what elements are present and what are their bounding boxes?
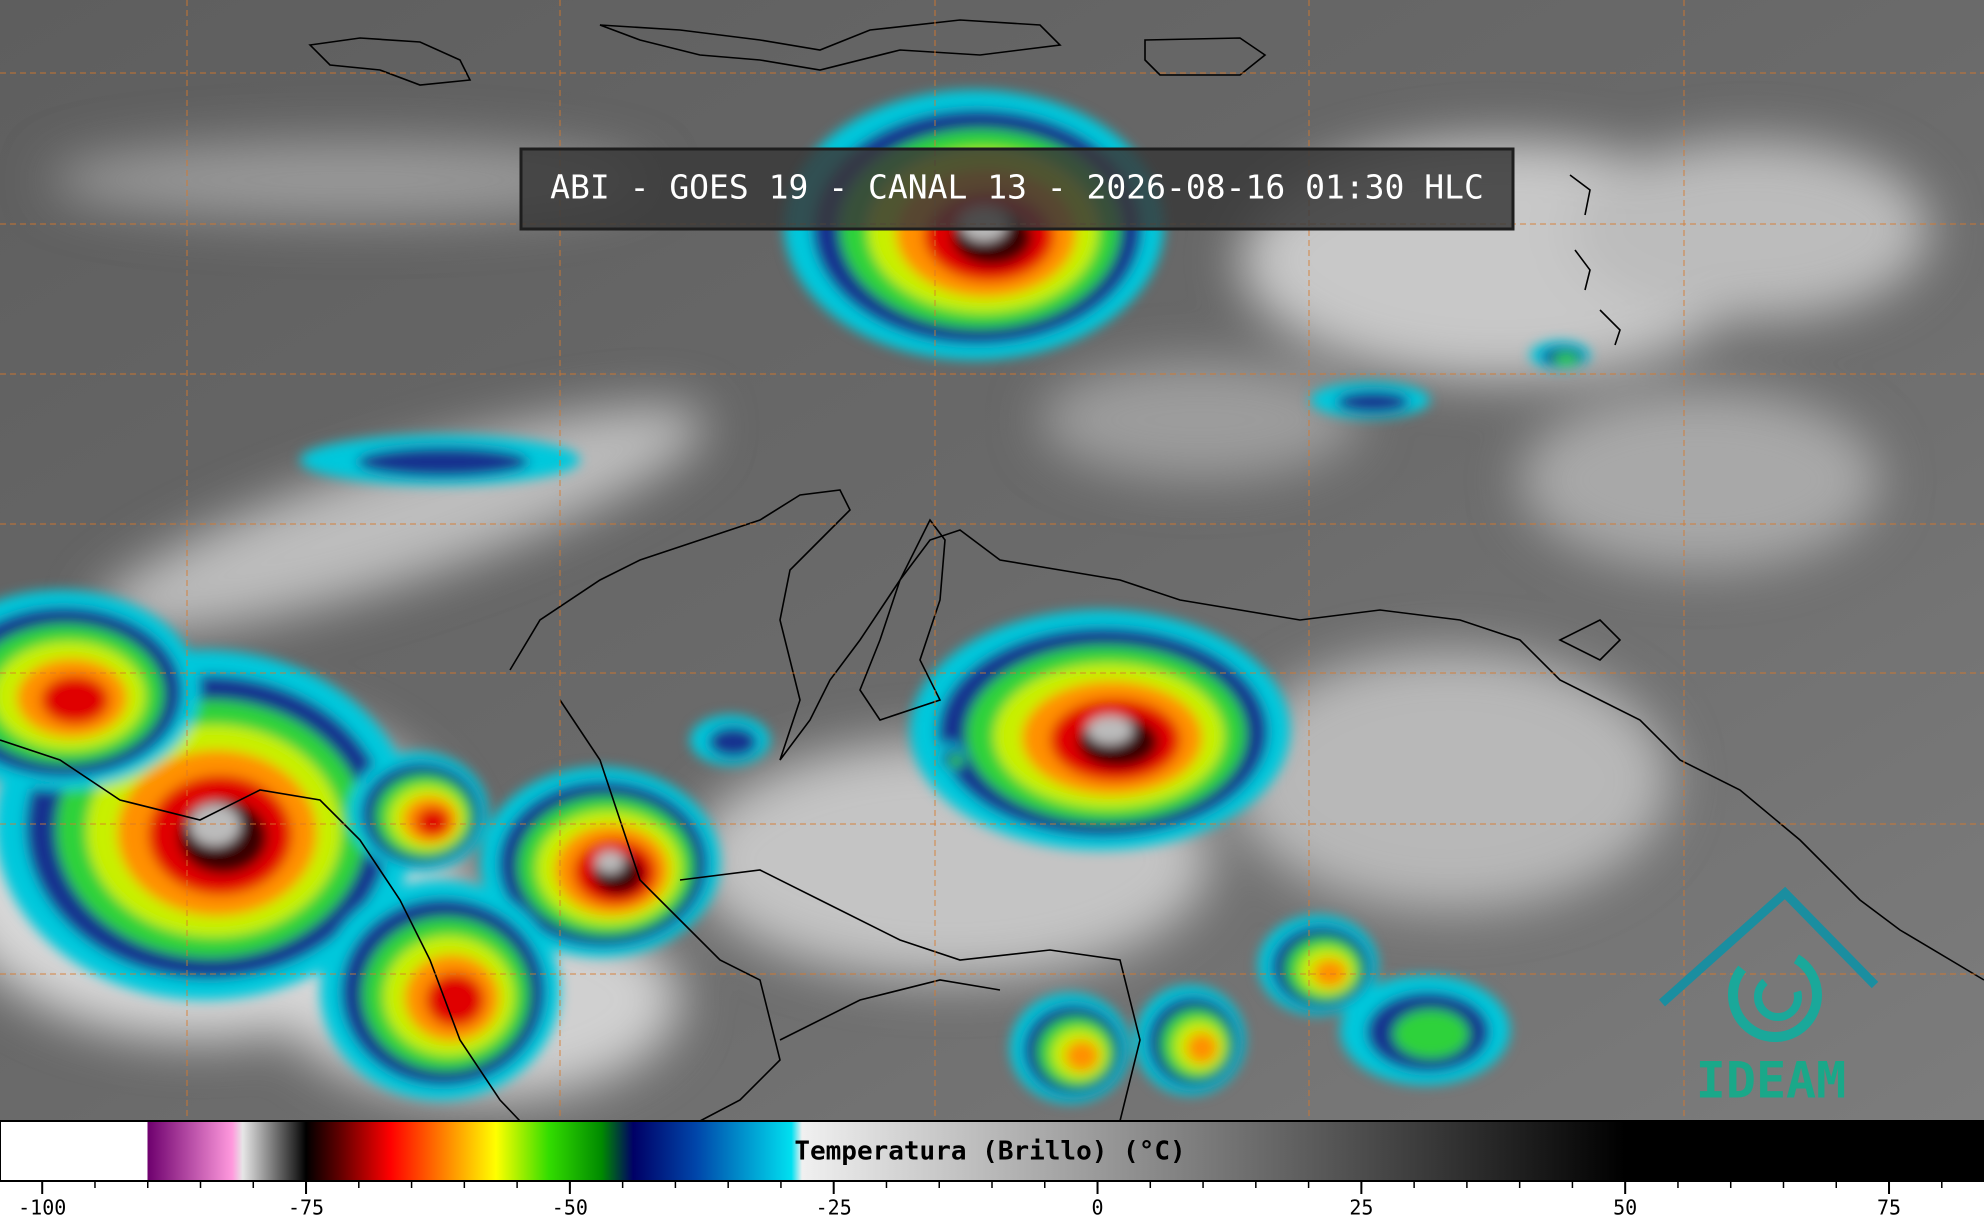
tick-label: -25	[816, 1196, 852, 1220]
logo: IDEAM	[1659, 886, 1879, 1110]
coastline	[1599, 309, 1621, 346]
cloud	[50, 140, 650, 220]
map-area: ABI - GOES 19 - CANAL 13 - 2026-08-16 01…	[0, 0, 1984, 1121]
coastline	[1569, 174, 1591, 216]
title-box: ABI - GOES 19 - CANAL 13 - 2026-08-16 01…	[519, 147, 1515, 231]
tick-label: -75	[288, 1196, 324, 1220]
logo-swirl	[1754, 973, 1802, 1021]
cell-layer	[425, 973, 485, 1027]
coastline	[599, 19, 1062, 71]
cell-layer	[356, 446, 530, 478]
tick-label: 50	[1613, 1196, 1637, 1220]
cell-layer	[1186, 1032, 1218, 1064]
logo-text: IDEAM	[1696, 1052, 1847, 1110]
coastlines	[0, 19, 1984, 1121]
logo-roof	[1659, 886, 1879, 1007]
cell-layer	[1393, 1009, 1469, 1059]
coastline	[308, 37, 472, 86]
cell-layer	[1336, 390, 1410, 414]
border	[679, 869, 1141, 1121]
overshooting-top	[189, 804, 241, 846]
cell-layer	[41, 675, 109, 725]
coastline	[1558, 619, 1622, 661]
overshooting-top	[595, 850, 625, 874]
cell-layer	[1064, 1040, 1100, 1072]
tick-label: -50	[552, 1196, 588, 1220]
overshooting-top	[1087, 715, 1133, 745]
cloud	[1040, 360, 1360, 480]
cloud	[1520, 390, 1880, 570]
border	[779, 979, 1001, 1041]
title-background	[519, 147, 1515, 231]
coastline	[1144, 37, 1267, 76]
cell-layer	[708, 726, 758, 758]
cell-layer	[948, 754, 964, 768]
colorbar-label: Temperatura (Brillo) (°C)	[794, 1137, 1185, 1167]
cell-layer	[1552, 352, 1580, 366]
coastline	[509, 489, 1984, 981]
tick-label: -100	[18, 1196, 66, 1220]
tick-label: 75	[1877, 1196, 1901, 1220]
coastline	[0, 739, 521, 1121]
cell-layer	[416, 807, 450, 837]
cloud	[1570, 140, 1930, 320]
cloud	[1230, 650, 1670, 910]
tick-label: 0	[1092, 1196, 1104, 1220]
border	[559, 699, 781, 1121]
colorbar: Temperatura (Brillo) (°C) -100 -75 -50 -25 0…	[0, 1120, 1984, 1220]
cell-layer	[1312, 958, 1348, 988]
graticule	[0, 0, 1984, 1121]
title: ABI - GOES 19 - CANAL 13 - 2026-08-16 01…	[550, 168, 1484, 207]
coastline	[859, 518, 946, 721]
coastline	[1574, 249, 1591, 291]
logo-swirl	[1728, 948, 1822, 1042]
tick-label: 25	[1349, 1196, 1373, 1220]
colorbar-ticks: -100 -75 -50 -25 0 25 50 75	[18, 1181, 1943, 1220]
